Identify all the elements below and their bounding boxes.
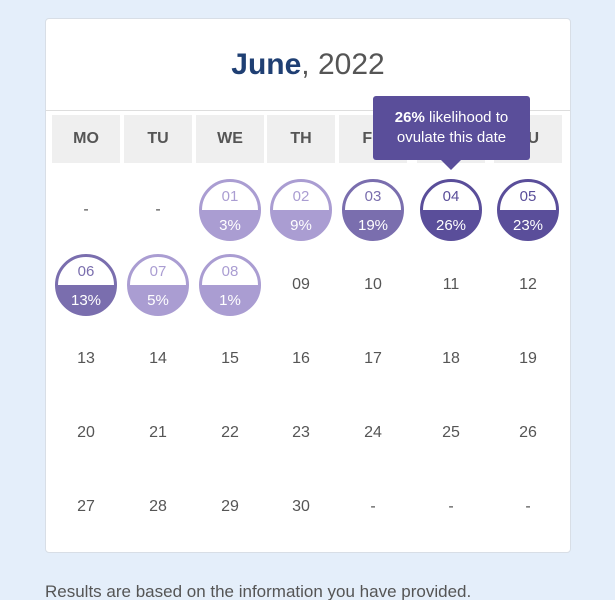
day-circle[interactable]: 08 1% xyxy=(199,254,261,316)
day-number: 06 xyxy=(77,263,95,280)
day-number: 24 xyxy=(364,424,382,441)
day-circle[interactable]: 05 23% xyxy=(497,179,559,241)
day-number: 30 xyxy=(292,498,310,515)
day-number: 01 xyxy=(221,188,239,205)
day-likelihood: 9% xyxy=(290,217,312,234)
day-circle[interactable]: 02 9% xyxy=(270,179,332,241)
day-circle[interactable]: 07 5% xyxy=(127,254,189,316)
day-number: 08 xyxy=(221,263,239,280)
day-likelihood: 19% xyxy=(357,217,389,234)
day-number: - xyxy=(370,498,376,515)
calendar-title: June, 2022 xyxy=(45,48,571,82)
day-number: 02 xyxy=(292,188,310,205)
day-circle[interactable]: 03 19% xyxy=(342,179,404,241)
day-circle[interactable]: 06 13% xyxy=(55,254,117,316)
day-number: 16 xyxy=(292,350,310,367)
day-number: 18 xyxy=(442,350,460,367)
weekday-header: MO xyxy=(52,115,120,163)
day-likelihood: 26% xyxy=(435,217,467,234)
day-number: - xyxy=(155,201,161,218)
day-number: 07 xyxy=(149,263,167,280)
day-number: 25 xyxy=(442,424,460,441)
day-number: 22 xyxy=(221,424,239,441)
tooltip: 26% likelihood to ovulate this date xyxy=(373,96,530,170)
day-number: 03 xyxy=(364,188,382,205)
day-likelihood: 1% xyxy=(219,292,241,309)
day-number: 12 xyxy=(519,276,537,293)
tooltip-text: likelihood to ovulate this date xyxy=(396,109,509,146)
day-number: 15 xyxy=(221,350,239,367)
day-number: 14 xyxy=(149,350,167,367)
day-number: 26 xyxy=(519,424,537,441)
weekday-header: TH xyxy=(267,115,335,163)
day-number: - xyxy=(83,201,89,218)
day-number: 11 xyxy=(442,276,460,293)
day-circle[interactable]: 04 26% xyxy=(420,179,482,241)
weekday-header: WE xyxy=(196,115,264,163)
day-likelihood: 3% xyxy=(219,217,241,234)
day-number: 05 xyxy=(519,188,537,205)
day-likelihood: 5% xyxy=(147,292,169,309)
day-number: 21 xyxy=(149,424,167,441)
month: June xyxy=(231,48,302,81)
day-number: - xyxy=(448,498,454,515)
day-number: 09 xyxy=(292,276,310,293)
day-number: 04 xyxy=(442,188,460,205)
day-number: 23 xyxy=(292,424,310,441)
footer-note: Results are based on the information you… xyxy=(45,582,472,600)
weekday-header: TU xyxy=(124,115,192,163)
day-number: 29 xyxy=(221,498,239,515)
day-number: 17 xyxy=(364,350,382,367)
day-number: 10 xyxy=(364,276,382,293)
day-number: 19 xyxy=(519,350,537,367)
divider xyxy=(46,110,570,111)
year: , 2022 xyxy=(301,48,385,81)
day-likelihood: 13% xyxy=(70,292,102,309)
day-number: 28 xyxy=(149,498,167,515)
day-number: - xyxy=(525,498,531,515)
tooltip-value: 26% xyxy=(394,109,425,126)
day-likelihood: 23% xyxy=(512,217,544,234)
day-number: 27 xyxy=(77,498,95,515)
day-circle[interactable]: 01 3% xyxy=(199,179,261,241)
day-number: 20 xyxy=(77,424,95,441)
day-number: 13 xyxy=(77,350,95,367)
